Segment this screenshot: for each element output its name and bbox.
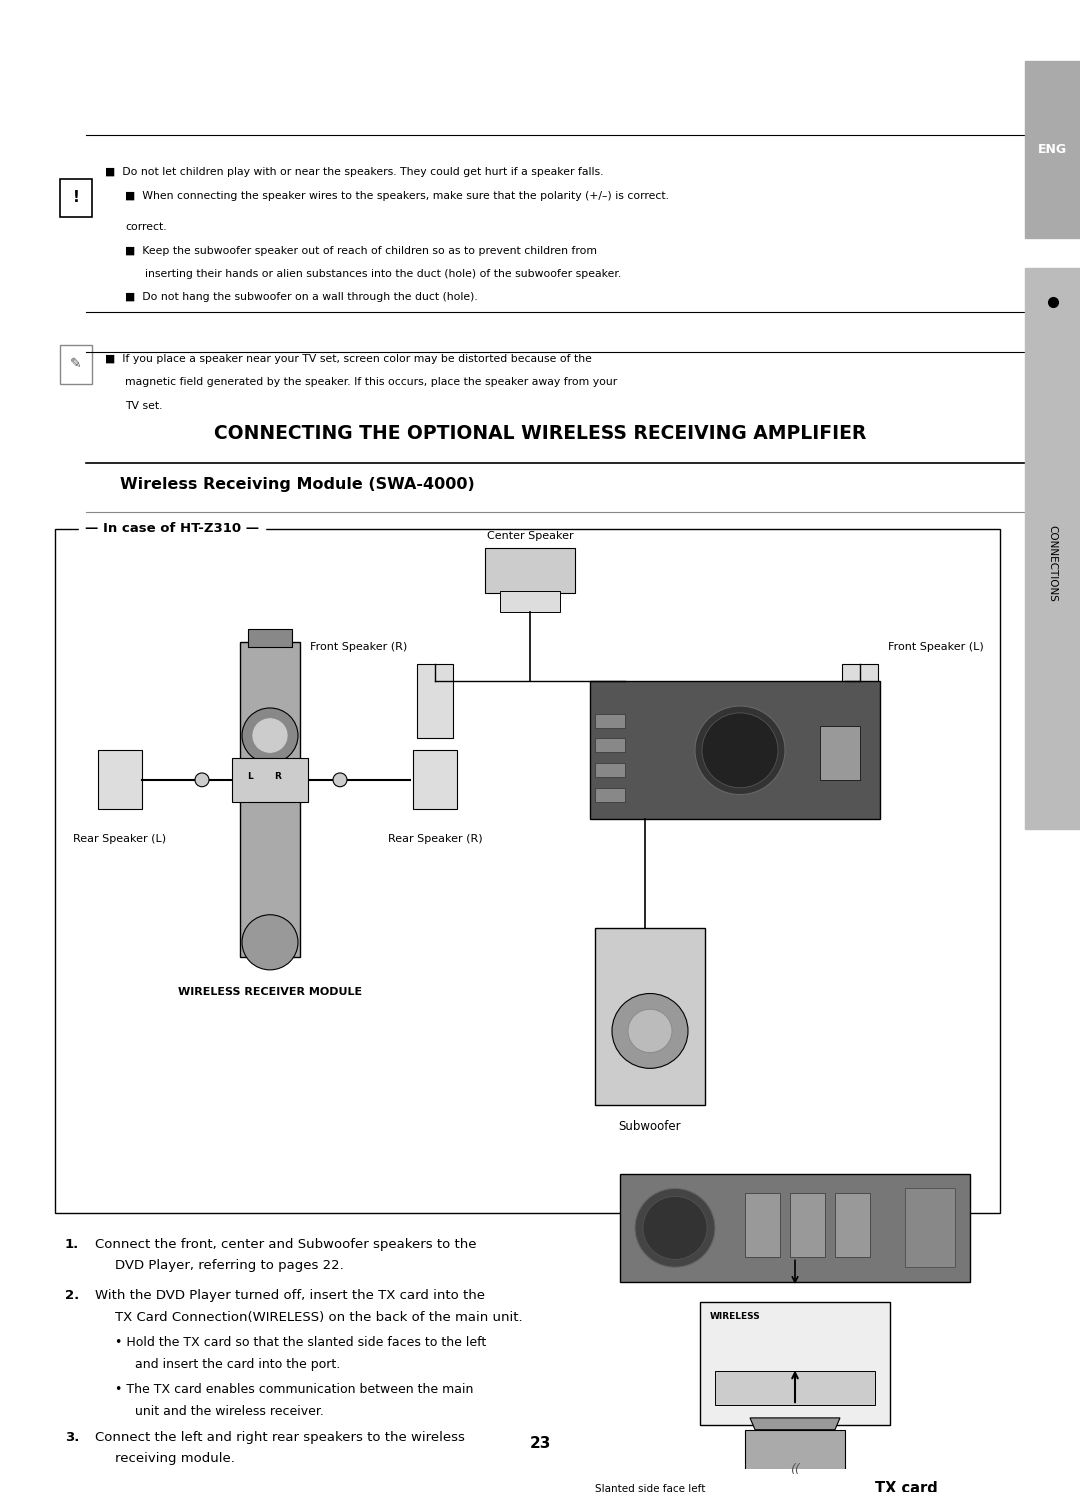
Bar: [820, 725, 860, 780]
Text: Front Speaker (L): Front Speaker (L): [888, 642, 984, 652]
Bar: [55, 528, 1000, 1213]
Circle shape: [242, 915, 298, 970]
Text: • Hold the TX card so that the slanted side faces to the left: • Hold the TX card so that the slanted s…: [114, 1337, 486, 1349]
Text: ✎: ✎: [70, 357, 82, 372]
Text: ((: ((: [791, 1462, 800, 1476]
Bar: [789, 1194, 825, 1258]
Bar: [60, 179, 92, 216]
Text: ■  Keep the subwoofer speaker out of reach of children so as to prevent children: ■ Keep the subwoofer speaker out of reac…: [125, 246, 597, 257]
Circle shape: [242, 709, 298, 762]
Bar: [240, 642, 300, 956]
Text: Rear Speaker (L): Rear Speaker (L): [73, 834, 166, 844]
Bar: [715, 1371, 875, 1405]
Text: receiving module.: receiving module.: [114, 1452, 234, 1465]
Bar: [60, 345, 92, 383]
Bar: [98, 750, 141, 809]
Text: • The TX card enables communication between the main: • The TX card enables communication betw…: [114, 1383, 473, 1397]
Bar: [595, 739, 625, 752]
Circle shape: [696, 706, 785, 795]
Bar: [500, 591, 561, 612]
Text: Slanted side face left: Slanted side face left: [595, 1483, 705, 1492]
Circle shape: [612, 994, 688, 1068]
Bar: [745, 1194, 780, 1258]
Bar: [745, 1429, 845, 1492]
Bar: [842, 664, 878, 739]
Text: Wireless Receiving Module (SWA-4000): Wireless Receiving Module (SWA-4000): [120, 477, 475, 492]
Bar: [485, 549, 575, 592]
Text: WIRELESS RECEIVER MODULE: WIRELESS RECEIVER MODULE: [178, 986, 362, 997]
Text: ENG: ENG: [1038, 143, 1067, 157]
Text: 3.: 3.: [65, 1431, 79, 1444]
Circle shape: [252, 718, 288, 753]
Text: and insert the card into the port.: and insert the card into the port.: [135, 1358, 340, 1371]
Text: Connect the front, center and Subwoofer speakers to the: Connect the front, center and Subwoofer …: [95, 1238, 476, 1250]
Text: CONNECTIONS: CONNECTIONS: [1048, 525, 1057, 601]
Text: magnetic field generated by the speaker. If this occurs, place the speaker away : magnetic field generated by the speaker.…: [125, 377, 618, 386]
Text: !: !: [72, 191, 80, 206]
Text: 1.: 1.: [65, 1238, 79, 1250]
Circle shape: [195, 773, 210, 786]
Bar: [700, 1301, 890, 1425]
Bar: [835, 1194, 870, 1258]
Bar: [595, 762, 625, 777]
Text: TX Card Connection(WIRELESS) on the back of the main unit.: TX Card Connection(WIRELESS) on the back…: [114, 1310, 523, 1323]
Bar: [248, 630, 292, 648]
Circle shape: [643, 1197, 707, 1259]
Text: R: R: [274, 773, 282, 782]
Text: L: L: [247, 773, 253, 782]
Text: ■  Do not let children play with or near the speakers. They could get hurt if a : ■ Do not let children play with or near …: [105, 167, 604, 178]
Polygon shape: [750, 1417, 840, 1429]
Text: TV set.: TV set.: [125, 401, 162, 410]
Text: ■  When connecting the speaker wires to the speakers, make sure that the polarit: ■ When connecting the speaker wires to t…: [125, 191, 669, 201]
Bar: [905, 1189, 955, 1267]
Bar: [595, 928, 705, 1104]
Bar: [232, 758, 308, 801]
Text: 2.: 2.: [65, 1289, 79, 1303]
Circle shape: [702, 713, 778, 788]
Bar: [595, 788, 625, 801]
Text: Center Speaker: Center Speaker: [487, 531, 573, 540]
Bar: [413, 750, 457, 809]
Text: Subwoofer: Subwoofer: [619, 1119, 681, 1132]
Bar: [1025, 269, 1080, 830]
Bar: [590, 682, 880, 819]
Text: Front Speaker (R): Front Speaker (R): [310, 642, 407, 652]
Text: CONNECTING THE OPTIONAL WIRELESS RECEIVING AMPLIFIER: CONNECTING THE OPTIONAL WIRELESS RECEIVI…: [214, 424, 866, 443]
Text: Connect the left and right rear speakers to the wireless: Connect the left and right rear speakers…: [95, 1431, 464, 1444]
Text: correct.: correct.: [125, 221, 166, 231]
Text: — In case of HT-Z310 —: — In case of HT-Z310 —: [85, 522, 259, 536]
Text: unit and the wireless receiver.: unit and the wireless receiver.: [135, 1405, 324, 1417]
Bar: [1025, 61, 1080, 239]
Text: inserting their hands or alien substances into the duct (hole) of the subwoofer : inserting their hands or alien substance…: [145, 269, 621, 279]
Circle shape: [627, 1009, 672, 1052]
Circle shape: [333, 773, 347, 786]
Bar: [595, 713, 625, 728]
Text: ■  Do not hang the subwoofer on a wall through the duct (hole).: ■ Do not hang the subwoofer on a wall th…: [125, 292, 477, 303]
Bar: [620, 1174, 970, 1282]
Text: TX card: TX card: [875, 1482, 937, 1492]
Text: With the DVD Player turned off, insert the TX card into the: With the DVD Player turned off, insert t…: [95, 1289, 485, 1303]
Bar: [417, 664, 453, 739]
Text: ■  If you place a speaker near your TV set, screen color may be distorted becaus: ■ If you place a speaker near your TV se…: [105, 355, 592, 364]
Text: 23: 23: [529, 1437, 551, 1452]
Text: WIRELESS: WIRELESS: [710, 1311, 760, 1320]
Text: Rear Speaker (R): Rear Speaker (R): [388, 834, 483, 844]
Text: DVD Player, referring to pages 22.: DVD Player, referring to pages 22.: [114, 1259, 343, 1273]
Circle shape: [635, 1189, 715, 1267]
